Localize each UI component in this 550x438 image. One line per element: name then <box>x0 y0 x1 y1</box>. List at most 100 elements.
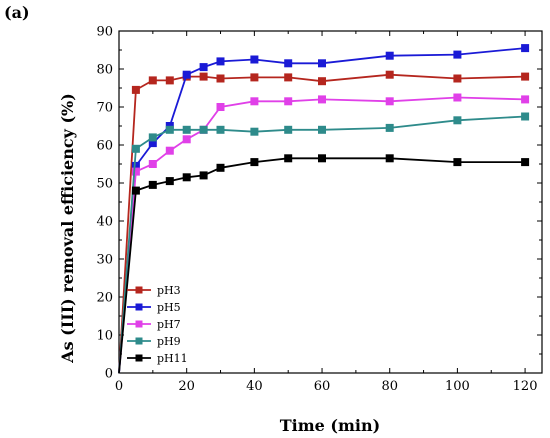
data-point <box>182 173 191 182</box>
data-point <box>318 125 326 134</box>
legend-marker <box>135 320 143 328</box>
legend-label: pH7 <box>157 318 181 331</box>
data-point <box>284 125 293 134</box>
data-point <box>250 158 259 167</box>
legend-item: pH3 <box>127 284 181 297</box>
data-point <box>165 146 174 155</box>
data-point <box>521 95 530 104</box>
y-tick-label: 0 <box>105 367 113 382</box>
legend-label: pH11 <box>157 352 188 365</box>
data-point <box>216 103 225 111</box>
series-ph9 <box>118 112 530 374</box>
data-point <box>182 125 191 134</box>
y-tick-label: 20 <box>96 291 113 306</box>
data-point <box>284 73 293 82</box>
data-point <box>318 59 326 68</box>
x-tick-label: 0 <box>115 379 123 394</box>
plot-area <box>118 44 530 374</box>
series-ph3 <box>118 70 530 374</box>
series-ph7 <box>118 93 530 374</box>
data-point <box>148 133 157 142</box>
legend-marker <box>135 303 143 311</box>
data-point <box>165 76 174 85</box>
data-point <box>385 123 394 132</box>
data-point <box>131 186 140 195</box>
series-ph11 <box>118 154 530 374</box>
data-point <box>521 158 530 167</box>
data-point <box>284 59 293 68</box>
data-point <box>385 154 394 163</box>
x-tick-label: 100 <box>445 379 470 394</box>
data-point <box>318 77 326 86</box>
legend-item: pH11 <box>127 352 188 365</box>
data-point <box>318 95 326 104</box>
data-point <box>250 127 259 136</box>
data-point <box>453 50 462 59</box>
x-tick-label: 20 <box>178 379 195 394</box>
y-tick-label: 70 <box>96 101 113 116</box>
data-point <box>182 135 191 144</box>
data-point <box>165 125 174 134</box>
data-point <box>216 74 225 83</box>
legend: pH3 pH5 pH7 pH9 pH11 <box>127 284 188 365</box>
data-point <box>148 76 157 85</box>
x-tick-label: 60 <box>314 379 331 394</box>
data-point <box>131 85 140 94</box>
y-tick-label: 30 <box>96 253 113 268</box>
data-point <box>216 57 225 66</box>
legend-marker <box>135 286 143 294</box>
x-tick-label: 40 <box>246 379 263 394</box>
y-axis-title: As (III) removal efficiency (%) <box>58 93 77 364</box>
data-point <box>182 70 191 79</box>
y-tick-label: 50 <box>96 177 113 192</box>
series-line <box>118 96 526 374</box>
axes: 0 20 40 60 80 100 120 0 10 20 30 40 50 60 70 80 90 <box>96 25 543 394</box>
y-tick-label: 60 <box>96 139 113 154</box>
x-tick-label: 80 <box>381 379 398 394</box>
legend-item: pH9 <box>127 335 181 348</box>
legend-label: pH3 <box>157 284 181 297</box>
data-point <box>199 171 208 180</box>
data-point <box>521 72 530 81</box>
data-point <box>284 154 293 163</box>
data-point <box>453 158 462 167</box>
data-point <box>199 63 208 72</box>
data-point <box>131 167 140 176</box>
data-point <box>453 116 462 125</box>
data-point <box>148 180 157 189</box>
plot-frame <box>118 30 543 374</box>
x-axis-title: Time (min) <box>280 416 380 435</box>
data-point <box>199 72 208 81</box>
data-point <box>199 125 208 134</box>
x-tick-label: 120 <box>513 379 538 394</box>
data-point <box>131 144 140 153</box>
data-point <box>453 93 462 102</box>
data-point <box>250 73 259 82</box>
y-tick-label: 80 <box>96 63 113 78</box>
legend-marker <box>135 354 143 362</box>
data-point <box>385 70 394 79</box>
data-point <box>165 177 174 186</box>
data-point <box>521 112 530 121</box>
data-point <box>284 97 293 106</box>
data-point <box>250 55 259 64</box>
data-point <box>385 97 394 106</box>
data-point <box>385 51 394 60</box>
data-point <box>216 125 225 134</box>
series-ph5 <box>118 44 530 374</box>
y-tick-label: 40 <box>96 215 113 230</box>
data-point <box>521 44 530 53</box>
data-point <box>318 154 326 163</box>
data-point <box>453 74 462 83</box>
legend-marker <box>135 337 143 345</box>
data-point <box>216 163 225 172</box>
y-tick-label: 90 <box>96 25 113 40</box>
legend-item: pH7 <box>127 318 181 331</box>
data-point <box>148 160 157 168</box>
legend-item: pH5 <box>127 301 181 314</box>
legend-label: pH5 <box>157 301 181 314</box>
data-point <box>250 97 259 106</box>
panel-label: (a) <box>4 3 30 22</box>
legend-label: pH9 <box>157 335 181 348</box>
y-tick-label: 10 <box>96 329 113 344</box>
